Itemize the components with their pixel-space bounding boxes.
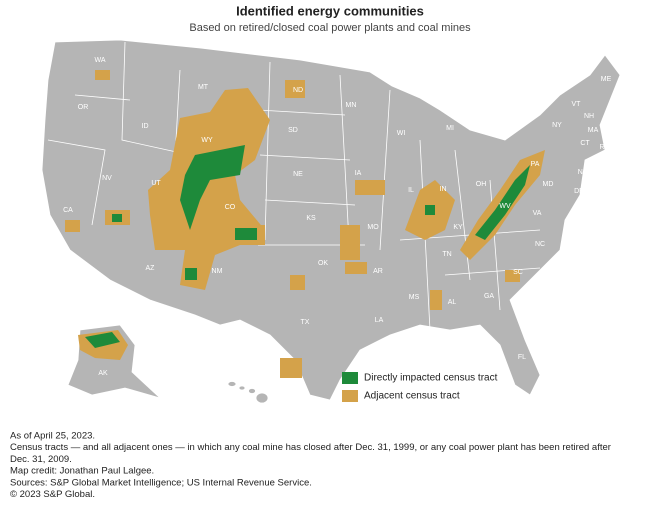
state-label: VA [533, 210, 542, 217]
state-label: KS [306, 215, 316, 222]
state-label: IL [408, 187, 414, 194]
footnotes: As of April 25, 2023.Census tracts — and… [10, 431, 611, 501]
state-label: MT [198, 84, 209, 91]
direct-tracts [85, 145, 530, 348]
state-label: NM [212, 268, 223, 275]
tract-area [290, 275, 305, 290]
state-label: CT [580, 140, 590, 147]
state-label: IN [440, 186, 447, 193]
state-label: WI [397, 130, 406, 137]
state-labels: WA OR CA NV ID MT WY UT AZ CO NM ND SD NE KS OK TX MN IA MO… [63, 57, 611, 404]
state-label: CA [63, 207, 73, 214]
state-label: AZ [146, 265, 156, 272]
state-label: MA [588, 127, 599, 134]
legend-swatch [342, 390, 358, 402]
state-label: OH [476, 181, 487, 188]
hawaii [238, 385, 246, 391]
state-label: AR [373, 268, 383, 275]
state-label: PA [531, 161, 540, 168]
title: Identified energy communities [236, 3, 424, 18]
tract-area [185, 268, 197, 280]
state-label: GA [484, 293, 494, 300]
state-label: NJ [578, 169, 587, 176]
state-label: MS [409, 294, 420, 301]
state-label: OR [78, 104, 89, 111]
subtitle: Based on retired/closed coal power plant… [189, 22, 471, 34]
state-label: WY [201, 137, 213, 144]
legend-label: Directly impacted census tract [364, 373, 498, 384]
state-label: NV [102, 175, 112, 182]
hawaii [248, 388, 256, 394]
state-label: MN [346, 102, 357, 109]
footnote: As of April 25, 2023. [10, 431, 95, 442]
tract-area [280, 358, 302, 378]
state-label: NC [535, 241, 545, 248]
tract-area [430, 290, 442, 310]
tract-area [235, 228, 257, 240]
tract-area [475, 165, 530, 240]
state-label: AL [448, 299, 457, 306]
footnote: Dec. 31, 2009. [10, 454, 72, 465]
tract-area [65, 220, 80, 232]
tract-area [425, 205, 435, 215]
tract-area [505, 270, 520, 282]
state-label: SD [288, 127, 298, 134]
state-label: OK [318, 260, 328, 267]
state-label: HI [243, 397, 250, 404]
footnote: Census tracts — and all adjacent ones — … [10, 442, 611, 453]
state-label: ND [293, 87, 303, 94]
state-label: RI [600, 144, 607, 151]
state-label: ME [601, 76, 612, 83]
tract-area [355, 180, 385, 195]
footnote: Sources: S&P Global Market Intelligence;… [10, 477, 312, 488]
state-label: KY [453, 224, 463, 231]
state-label: NY [552, 122, 562, 129]
state-label: WA [94, 57, 105, 64]
state-label: MI [446, 125, 454, 132]
tract-area [180, 145, 245, 230]
state-label: ID [142, 123, 149, 130]
state-label: UT [151, 180, 161, 187]
state-label: MD [543, 181, 554, 188]
state-label: NH [584, 113, 594, 120]
tract-area [340, 225, 360, 260]
footnote: © 2023 S&P Global. [10, 489, 95, 500]
state-label: NE [293, 171, 303, 178]
tract-area [345, 262, 367, 274]
tract-area [85, 332, 120, 348]
state-label: CO [225, 204, 236, 211]
legend-swatch [342, 372, 358, 384]
state-label: LA [375, 317, 384, 324]
legend-label: Adjacent census tract [364, 391, 460, 402]
state-label: SC [513, 269, 523, 276]
state-label: TX [301, 319, 310, 326]
hawaii [255, 392, 269, 404]
tract-area [112, 214, 122, 222]
tract-area [95, 70, 110, 80]
state-label: FL [518, 354, 526, 361]
state-label: MO [367, 224, 379, 231]
state-label: DE [574, 188, 584, 195]
footnote: Map credit: Jonathan Paul Lalgee. [10, 466, 154, 477]
hawaii [227, 381, 237, 387]
tract-area [285, 80, 305, 98]
state-label: TN [442, 251, 451, 258]
state-label: AK [98, 370, 108, 377]
state-label: VT [572, 101, 582, 108]
state-label: WV [499, 203, 511, 210]
state-label: IA [355, 170, 362, 177]
